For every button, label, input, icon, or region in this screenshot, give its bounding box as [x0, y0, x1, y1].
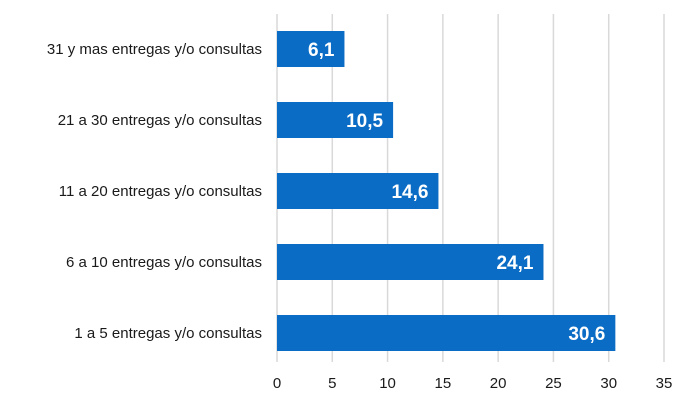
bar — [277, 173, 439, 209]
x-tick-label: 20 — [490, 375, 507, 392]
category-label: 11 a 20 entregas y/o consultas — [59, 183, 262, 200]
bar — [277, 315, 616, 351]
x-tick-label: 10 — [379, 375, 396, 392]
x-axis-ticks: 0 5 10 15 20 25 30 35 — [273, 375, 673, 392]
bar — [277, 31, 345, 67]
category-label: 21 a 30 entregas y/o consultas — [58, 112, 262, 129]
bar-value-label: 14,6 — [391, 182, 428, 203]
bar-value-label: 10,5 — [346, 111, 383, 132]
bar-value-label: 24,1 — [496, 253, 533, 274]
x-tick-label: 0 — [273, 375, 281, 392]
x-tick-label: 15 — [435, 375, 452, 392]
bar-value-label: 6,1 — [308, 40, 335, 61]
x-tick-label: 5 — [328, 375, 336, 392]
category-label: 31 y mas entregas y/o consultas — [47, 41, 262, 58]
bar — [277, 102, 394, 138]
x-tick-label: 30 — [600, 375, 617, 392]
bar — [277, 244, 544, 280]
x-tick-label: 35 — [656, 375, 673, 392]
category-labels: 31 y mas entregas y/o consultas 21 a 30 e… — [47, 41, 262, 342]
category-label: 6 a 10 entregas y/o consultas — [66, 254, 262, 271]
bars: 6,1 10,5 14,6 24,1 30,6 — [277, 31, 616, 351]
x-tick-label: 25 — [545, 375, 562, 392]
bar-value-label: 30,6 — [568, 324, 605, 345]
category-label: 1 a 5 entregas y/o consultas — [74, 325, 262, 342]
